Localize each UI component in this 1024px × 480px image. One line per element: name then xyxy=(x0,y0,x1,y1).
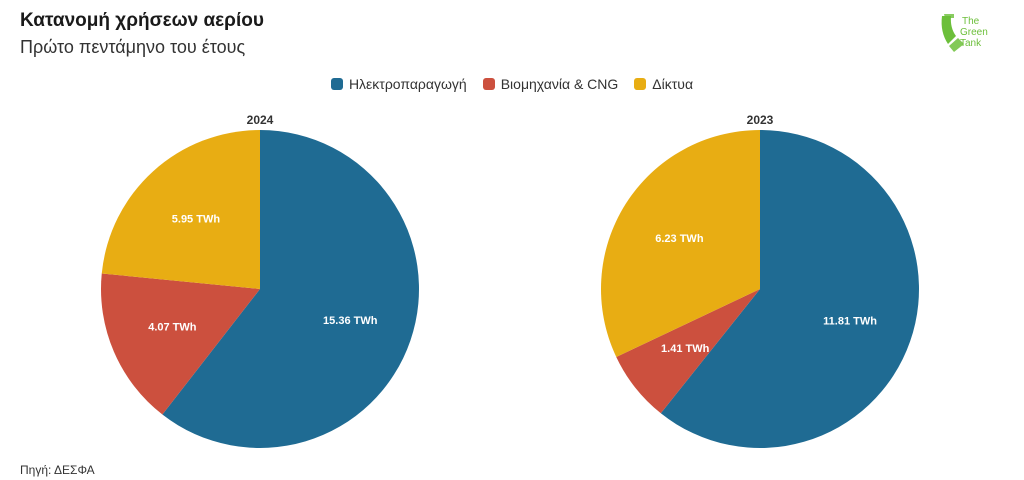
the-green-tank-logo-icon: The Green Tank xyxy=(938,10,998,56)
legend-label: Βιομηχανία & CNG xyxy=(500,76,619,92)
pie-data-label-networks-2024: 5.95 TWh xyxy=(172,213,221,225)
pie-slice-industry-2024 xyxy=(100,273,260,415)
legend-swatch xyxy=(482,78,495,90)
legend-label: Δίκτυα xyxy=(652,76,694,92)
pie-slice-networks-2023 xyxy=(601,130,760,357)
legend-item-electricity: Ηλεκτροπαραγωγή xyxy=(330,76,467,92)
pie-title-2023: 2023 xyxy=(747,113,774,127)
pie-slice-industry-2023 xyxy=(616,289,760,414)
pie-data-label-networks-2023: 6.23 TWh xyxy=(655,233,704,245)
logo-text-line-3: Tank xyxy=(960,38,982,49)
legend-item-networks: Δίκτυα xyxy=(634,76,693,92)
chart-subtitle: Πρώτο πεντάμηνο του έτους xyxy=(20,37,246,57)
pie-data-label-electricity-2024: 15.36 TWh xyxy=(323,315,378,327)
pie-slice-networks-2024 xyxy=(101,130,260,289)
legend-swatch xyxy=(634,78,647,90)
logo-text-line-1: The xyxy=(962,16,980,27)
pie-data-label-industry-2023: 1.41 TWh xyxy=(661,343,710,355)
pie-slice-electricity-2024 xyxy=(162,130,420,448)
legend-label: Ηλεκτροπαραγωγή xyxy=(348,76,467,92)
legend: Ηλεκτροπαραγωγή Βιομηχανία & CNG Δίκτυα xyxy=(0,76,1024,92)
pie-data-label-industry-2024: 4.07 TWh xyxy=(148,322,197,334)
pie-title-2024: 2024 xyxy=(247,113,274,127)
pie-slice-electricity-2023 xyxy=(660,130,919,448)
logo-text-line-2: Green xyxy=(960,27,988,38)
source-note: Πηγή: ΔΕΣΦΑ xyxy=(20,463,95,477)
chart-title: Κατανομή χρήσεων αερίου xyxy=(20,10,264,31)
legend-swatch xyxy=(330,78,343,90)
pie-data-label-electricity-2023: 11.81 TWh xyxy=(823,316,877,328)
legend-item-industry: Βιομηχανία & CNG xyxy=(482,76,619,92)
